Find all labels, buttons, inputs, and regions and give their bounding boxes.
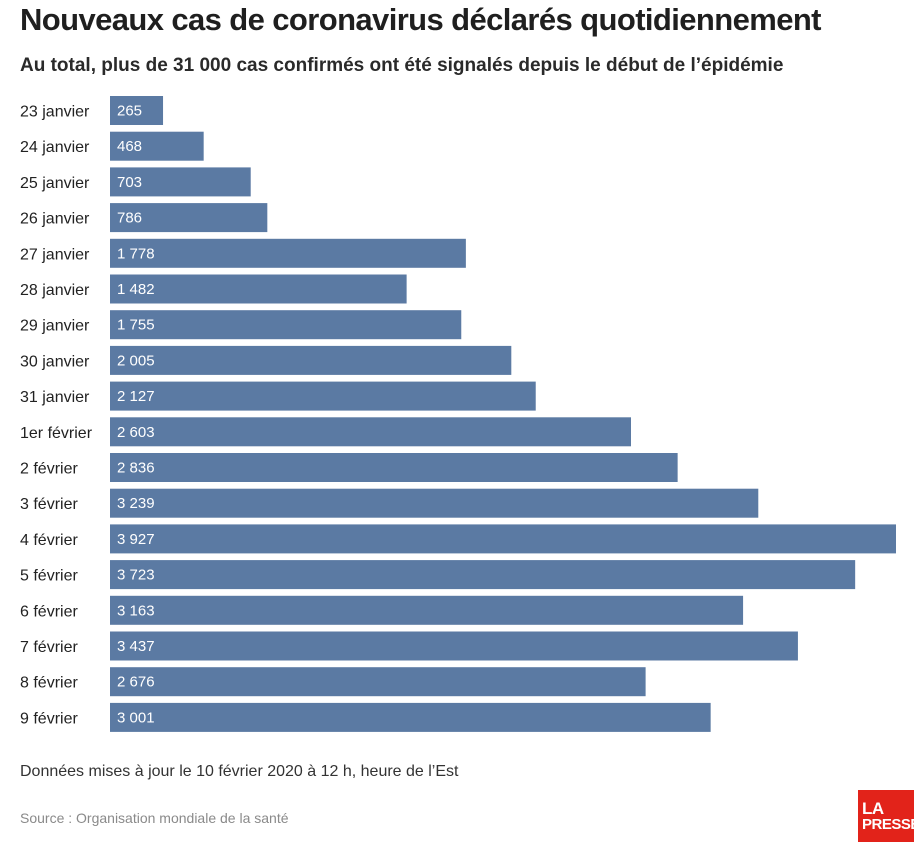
chart-title: Nouveaux cas de coronavirus déclarés quo… <box>20 2 822 37</box>
category-label: 2 février <box>20 461 78 478</box>
bar <box>110 631 798 661</box>
value-label: 1 755 <box>117 317 155 334</box>
value-label: 3 239 <box>117 495 155 512</box>
update-note: Données mises à jour le 10 février 2020 … <box>20 763 459 780</box>
category-label: 24 janvier <box>20 139 90 156</box>
value-label: 3 163 <box>117 602 155 619</box>
value-label: 2 005 <box>117 352 155 369</box>
logo-line-2: PRESSE <box>862 816 920 833</box>
value-label: 703 <box>117 174 142 191</box>
bar <box>110 381 536 411</box>
category-label: 31 janvier <box>20 389 90 406</box>
category-label: 25 janvier <box>20 175 90 192</box>
value-label: 2 836 <box>117 460 155 477</box>
bar <box>110 238 466 268</box>
bar <box>110 524 896 554</box>
bar <box>110 667 646 697</box>
bar <box>110 274 407 304</box>
value-label: 2 603 <box>117 424 155 441</box>
value-label: 3 723 <box>117 567 155 584</box>
source-note: Source : Organisation mondiale de la san… <box>20 810 289 826</box>
category-label: 1er février <box>20 425 93 442</box>
category-label: 23 janvier <box>20 104 90 121</box>
category-label: 28 janvier <box>20 282 90 299</box>
value-label: 265 <box>117 103 142 120</box>
bar <box>110 488 759 518</box>
category-label: 29 janvier <box>20 318 90 335</box>
bar <box>110 345 512 375</box>
bar <box>110 131 204 161</box>
value-label: 3 437 <box>117 638 155 655</box>
bar <box>110 417 631 447</box>
category-label: 7 février <box>20 639 78 656</box>
logo-line-1: LA <box>862 799 884 818</box>
value-label: 2 676 <box>117 674 155 691</box>
value-label: 468 <box>117 138 142 155</box>
category-label: 27 janvier <box>20 246 90 263</box>
value-label: 1 482 <box>117 281 155 298</box>
category-label: 4 février <box>20 532 78 549</box>
bar <box>110 560 856 590</box>
bar <box>110 453 678 482</box>
value-label: 786 <box>117 210 142 227</box>
value-label: 3 927 <box>117 531 155 548</box>
bar <box>110 167 251 197</box>
bar <box>110 203 268 233</box>
bar <box>110 595 744 625</box>
category-label: 26 janvier <box>20 211 90 228</box>
category-label: 8 février <box>20 675 78 692</box>
category-label: 6 février <box>20 603 78 620</box>
category-label: 30 janvier <box>20 353 90 370</box>
value-label: 2 127 <box>117 388 155 405</box>
value-label: 3 001 <box>117 709 155 726</box>
value-label: 1 778 <box>117 245 155 262</box>
category-label: 9 février <box>20 710 78 727</box>
bar <box>110 96 164 125</box>
bar-chart: 23 janvier 265 24 janvier 468 25 janvier 703 2… <box>20 96 896 732</box>
category-label: 5 février <box>20 568 78 585</box>
la-presse-logo: LA PRESSE <box>858 790 920 842</box>
chart-subtitle: Au total, plus de 31 000 cas confirmés o… <box>20 55 784 76</box>
bar <box>110 702 711 732</box>
category-label: 3 février <box>20 496 78 513</box>
bar <box>110 310 462 340</box>
bars-group: 23 janvier 265 24 janvier 468 25 janvier 703 2… <box>20 96 896 732</box>
